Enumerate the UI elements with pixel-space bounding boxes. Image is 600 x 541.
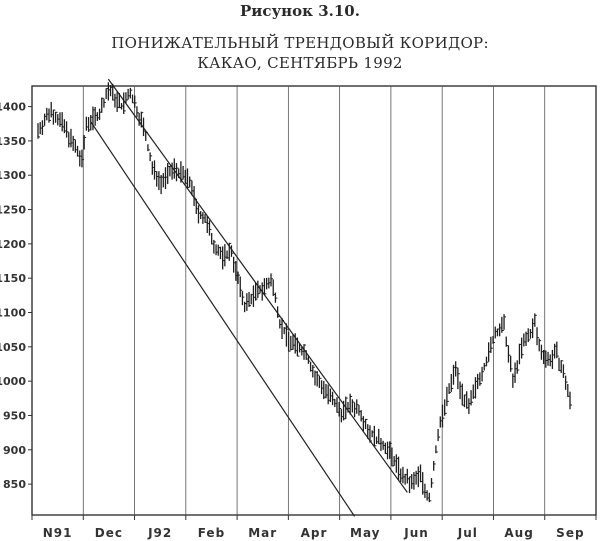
x-tick-label: Sep — [556, 526, 584, 540]
x-tick-label: Aug — [504, 526, 533, 540]
x-tick-label: Feb — [198, 526, 225, 540]
y-tick-label: 1100 — [0, 307, 26, 320]
x-tick-label: Dec — [95, 526, 123, 540]
x-tick-label: Jul — [457, 526, 478, 540]
y-tick-label: 1400 — [0, 101, 26, 114]
x-tick-label: N91 — [43, 526, 73, 540]
x-tick-label: Apr — [301, 526, 328, 540]
plot-frame — [31, 85, 597, 516]
x-tick-label: Mar — [248, 526, 277, 540]
chart-title-line-2: КАКАО, СЕНТЯБРЬ 1992 — [197, 54, 403, 72]
y-tick-label: 950 — [3, 409, 26, 422]
y-tick-label: 1000 — [0, 375, 26, 388]
chart-title-line-1: ПОНИЖАТЕЛЬНЫЙ ТРЕНДОВЫЙ КОРИДОР: — [111, 34, 489, 52]
y-tick-label: 1200 — [0, 238, 26, 251]
y-tick-label: 1350 — [0, 135, 26, 148]
x-tick-label: J92 — [147, 526, 172, 540]
y-tick-label: 1050 — [0, 341, 26, 354]
lower-channel-line — [90, 121, 356, 517]
y-tick-label: 1150 — [0, 272, 26, 285]
x-tick-label: May — [350, 526, 381, 540]
y-tick-label: 900 — [3, 444, 26, 457]
figure-label: Рисунок 3.10. — [240, 2, 360, 20]
y-tick-label: 1250 — [0, 204, 26, 217]
y-tick-label: 850 — [3, 478, 26, 491]
y-tick-label: 1300 — [0, 169, 26, 182]
x-tick-label: Jun — [403, 526, 429, 540]
